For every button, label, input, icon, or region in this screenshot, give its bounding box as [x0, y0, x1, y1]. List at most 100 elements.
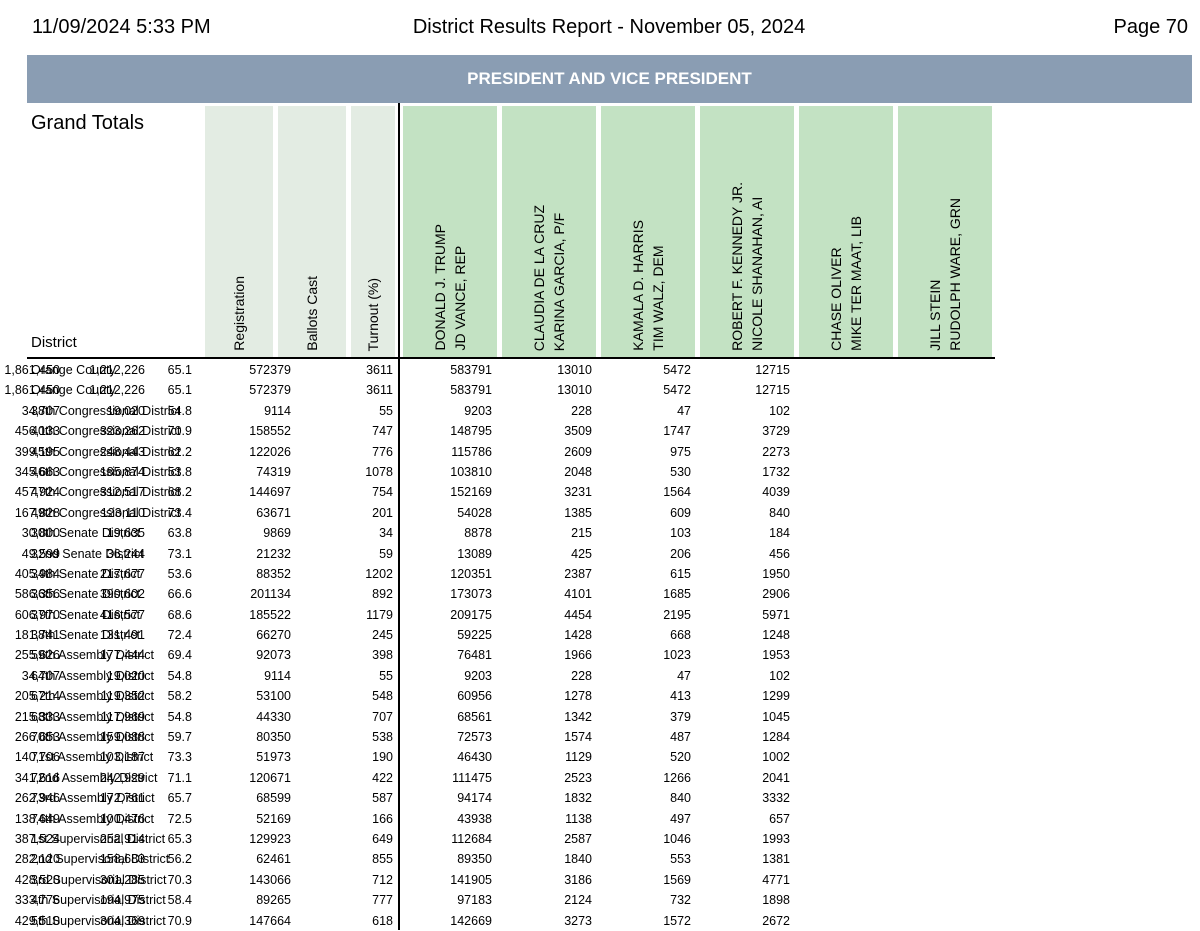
district-name: 32nd Senate District [31, 546, 144, 561]
registration-cell: 34,707 [21, 403, 60, 418]
ballots-cast-cell: 177,444 [99, 648, 145, 663]
district-name: 46th Congressional District [31, 464, 181, 479]
candidate-divider [398, 103, 400, 930]
candidate-running-mate: KARINA GARCIA, P/F [551, 212, 567, 351]
harris-votes-cell: 97183 [457, 893, 492, 908]
harris-votes-cell: 94174 [457, 791, 492, 806]
kennedy-votes-cell: 1138 [565, 811, 592, 826]
ballots-cast-cell: 119,352 [100, 689, 145, 704]
registration-cell: 181,741 [14, 628, 60, 643]
table-row: 64th Assembly District 34,707 19,020 54.8 91… [0, 666, 1000, 686]
registration-cell: 341,616 [14, 770, 60, 785]
trump-votes-cell: 89265 [256, 893, 291, 908]
district-name: 68th Assembly District [31, 709, 154, 724]
district-name: 38th Congressional District [31, 403, 181, 418]
stein-votes-cell: 1732 [762, 464, 790, 479]
stein-votes-cell: 1993 [762, 831, 790, 846]
stein-votes-cell: 456 [769, 546, 790, 561]
turnout-header-label: Turnout (%) [365, 277, 381, 351]
turnout-header: Turnout (%) [351, 106, 395, 357]
trump-votes-cell: 143066 [249, 872, 291, 887]
stein-votes-cell: 1248 [762, 628, 790, 643]
de-la-cruz-votes-cell: 777 [372, 893, 393, 908]
trump-votes-cell: 9114 [264, 403, 291, 418]
oliver-votes-cell: 975 [670, 444, 691, 459]
ballots-cast-cell: 103,187 [99, 750, 145, 765]
registration-cell: 138,649 [14, 811, 60, 826]
registration-cell: 49,599 [21, 546, 60, 561]
district-name: Orange County [31, 363, 116, 377]
stein-votes-cell: 657 [769, 811, 790, 826]
stein-votes-cell: 4039 [762, 485, 790, 500]
kennedy-votes-cell: 2387 [564, 566, 592, 581]
trump-votes-cell: 66270 [256, 628, 291, 643]
stein-votes-cell: 3332 [762, 791, 790, 806]
registration-cell: 140,706 [14, 750, 60, 765]
table-row: 36th Senate District 586,356 390,602 66.6 20… [0, 584, 1000, 604]
oliver-votes-cell: 609 [670, 505, 691, 520]
registration-cell: 345,663 [14, 464, 60, 479]
ballots-cast-header: Ballots Cast [278, 106, 346, 357]
oliver-votes-cell: 615 [670, 566, 691, 581]
kennedy-votes-cell: 1129 [565, 750, 592, 765]
table-row: 49th Congressional District 167,828 123,11… [0, 503, 1000, 523]
trump-votes-cell: 185522 [249, 607, 291, 622]
report-title: District Results Report - November 05, 2… [412, 16, 806, 38]
turnout-cell: 54.8 [167, 403, 192, 418]
trump-votes-cell: 52169 [256, 811, 291, 826]
turnout-cell: 53.8 [167, 464, 192, 479]
table-row: 67th Assembly District 205,214 119,352 58.2… [0, 686, 1000, 706]
trump-votes-cell: 201134 [250, 587, 291, 602]
stein-votes-cell: 1381 [762, 852, 790, 867]
candidate-header-kennedy: ROBERT F. KENNEDY JR. NICOLE SHANAHAN, AI [700, 106, 794, 357]
oliver-votes-cell: 1266 [663, 770, 691, 785]
district-name: 49th Congressional District [31, 505, 181, 520]
stein-votes-cell: 2906 [762, 587, 790, 602]
oliver-votes-cell: 668 [670, 628, 691, 643]
registration-cell: 255,626 [14, 648, 60, 663]
turnout-cell: 70.3 [167, 872, 192, 887]
turnout-cell: 54.8 [167, 709, 192, 724]
harris-votes-cell: 76481 [457, 648, 492, 663]
kennedy-votes-cell: 13010 [557, 363, 592, 377]
kennedy-votes-cell: 3231 [564, 485, 592, 500]
turnout-cell: 70.9 [167, 424, 192, 439]
kennedy-votes-cell: 4454 [564, 607, 592, 622]
de-la-cruz-votes-cell: 538 [372, 730, 393, 745]
trump-votes-cell: 68599 [256, 791, 291, 806]
turnout-cell: 73.1 [167, 546, 192, 561]
de-la-cruz-votes-cell: 201 [372, 505, 393, 520]
stein-votes-cell: 12715 [755, 363, 790, 377]
trump-votes-cell: 120671 [249, 770, 291, 785]
turnout-cell: 63.8 [167, 526, 192, 541]
ballots-cast-cell: 242,929 [99, 770, 145, 785]
turnout-cell: 58.2 [167, 689, 192, 704]
district-name: 5th Supervisorial District [31, 913, 166, 928]
harris-votes-cell: 9203 [464, 403, 492, 418]
harris-votes-cell: 173073 [450, 587, 492, 602]
trump-votes-cell: 147664 [249, 913, 291, 928]
kennedy-votes-cell: 1832 [564, 791, 592, 806]
registration-cell: 387,524 [14, 831, 60, 846]
ballots-cast-cell: 36,244 [106, 546, 145, 561]
stein-votes-cell: 2672 [762, 913, 790, 928]
kennedy-votes-cell: 2523 [564, 770, 592, 785]
turnout-cell: 53.6 [167, 566, 192, 581]
trump-votes-cell: 62461 [256, 852, 291, 867]
table-row: 3rd Supervisorial District 428,520 301,285… [0, 870, 1000, 890]
district-name: 74th Assembly District [31, 811, 154, 826]
trump-votes-cell: 63671 [256, 505, 291, 520]
candidate-name: CLAUDIA DE LA CRUZ [531, 204, 547, 351]
registration-cell: 428,520 [14, 872, 60, 887]
district-name: 1st Supervisorial District [31, 831, 166, 846]
de-la-cruz-votes-cell: 422 [372, 770, 393, 785]
district-name: 36th Senate District [31, 587, 141, 602]
kennedy-votes-cell: 1840 [564, 852, 592, 867]
harris-votes-cell: 60956 [457, 689, 492, 704]
stein-votes-cell: 840 [769, 505, 790, 520]
turnout-cell: 73.3 [167, 750, 192, 765]
district-name: 47th Congressional District [31, 485, 181, 500]
registration-header: Registration [205, 106, 273, 357]
registration-cell: 262,946 [14, 791, 60, 806]
de-la-cruz-votes-cell: 618 [372, 913, 393, 928]
